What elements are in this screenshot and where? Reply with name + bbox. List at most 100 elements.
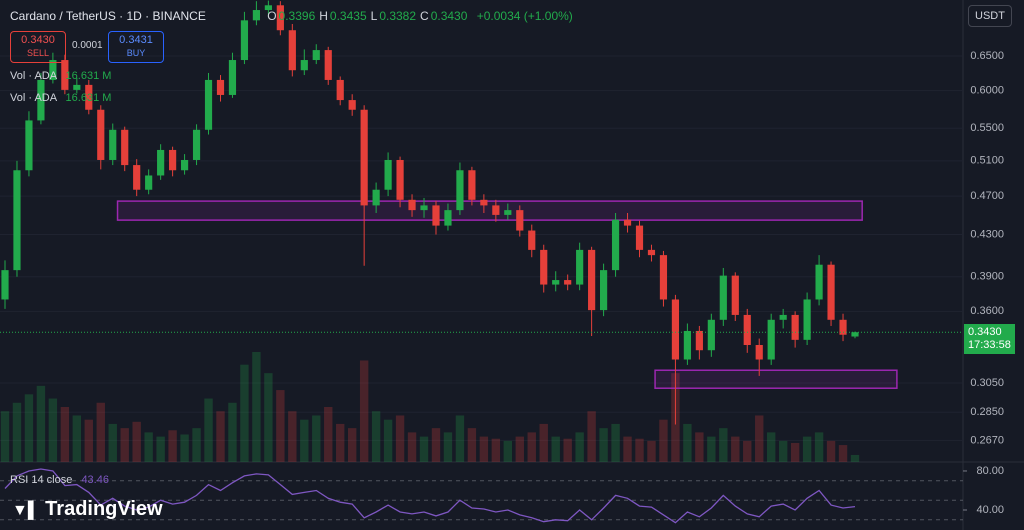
volume-bar [611,423,620,462]
volume-bar [467,428,477,462]
volume-value: 16.631 M [65,92,112,104]
buy-button[interactable]: 0.3431 BUY [108,31,164,63]
volume-bar [623,436,632,462]
candle-body [576,249,584,285]
candle-body [73,84,81,90]
y-tick-label: 0.6000 [970,85,1004,97]
ohlc-key: L [370,9,378,23]
sell-button[interactable]: 0.3430 SELL [10,31,66,63]
volume-bar [778,440,788,462]
volume-bar [563,438,572,462]
rsi-legend: RSI 14 close 43.46 [10,474,109,486]
volume-bar [503,440,513,462]
candle-body [851,332,859,337]
candle-body [61,60,69,90]
zone [116,200,863,221]
volume-bar [683,423,692,462]
volume-name: Vol · ADA [10,70,57,82]
volume-bar [312,415,321,462]
volume-bar [156,436,165,462]
volume-bar [551,436,560,462]
candle-body [564,280,572,285]
candle-body [49,60,57,80]
last-price: 0.3430 [968,326,1002,338]
candle-body [540,249,548,285]
candle-body [157,149,165,176]
volume-bar [371,411,381,462]
volume-bar [455,415,465,462]
volume-bar [707,436,716,462]
volume-bar [216,411,225,462]
rsi-tick-label: 40.00 [976,504,1004,516]
candle-body [779,314,787,320]
candle-body [588,249,596,311]
volume-bar [108,423,117,462]
volume-bar [300,419,309,462]
ohlc-value: 0.3430 [430,9,468,23]
volume-bar [168,430,177,462]
candle-body [719,275,727,320]
candle-body [707,319,715,351]
volume-bar [479,436,489,462]
candle-body [312,50,320,61]
candle-body [827,264,835,320]
candle-body [384,159,392,190]
volume-bar [144,432,153,462]
volume-bar [180,434,189,462]
candle-body [635,225,644,250]
volume-bar [767,432,776,462]
candle-body [145,175,153,190]
zone [654,369,898,389]
candle-body [204,79,213,130]
candle-body [169,149,177,171]
y-tick-label: 0.4700 [970,190,1004,202]
ohlc-key: C [420,9,429,23]
volume-bar [647,440,656,462]
candle-body [25,120,33,171]
candle-body [300,60,308,71]
volume-bar [515,436,524,462]
candle-body [324,50,332,80]
volume-bar [575,432,584,462]
volume-bar [84,419,93,462]
volume-bar [132,421,141,462]
rsi-value: 43.46 [81,474,109,486]
candle-body [815,264,823,300]
volume-legend: Vol · ADA 16.631 M [10,92,111,104]
y-tick-label: 0.3900 [970,271,1004,283]
volume-bar [72,415,82,462]
candle-body [600,270,608,311]
y-tick-label: 0.2850 [970,406,1004,418]
candle-body [1,270,9,300]
rsi-name: RSI 14 close [10,474,73,486]
currency-button[interactable]: USDT [968,5,1012,27]
ohlc-value: 0.3396 [278,9,316,23]
candle-body [659,255,668,300]
candle-body [528,230,536,250]
volume-bar [431,428,441,462]
candle-body [252,10,260,21]
y-tick-label: 0.2670 [970,434,1004,446]
volume-bar [276,390,285,462]
candle-body [623,219,632,226]
volume-bar [443,432,453,462]
volume-bar [395,415,405,462]
candle-body [504,210,512,215]
volume-bar [419,436,429,462]
candle-body [647,249,656,256]
volume-bar [407,432,417,462]
volume-bar [802,436,812,462]
candle-body [683,330,691,360]
volume-bar [790,442,800,462]
volume-bar [0,411,10,462]
volume-bar [695,432,704,462]
candle-body [192,129,201,160]
spread: 0.0001 [72,40,103,51]
volume-name: Vol · ADA [10,92,57,104]
y-tick-label: 0.3050 [970,377,1004,389]
y-tick-label: 0.5100 [970,155,1004,167]
volume-bar [359,360,369,462]
candle-body [767,319,775,360]
volume-bar [659,419,668,462]
volume-bar [743,440,752,462]
